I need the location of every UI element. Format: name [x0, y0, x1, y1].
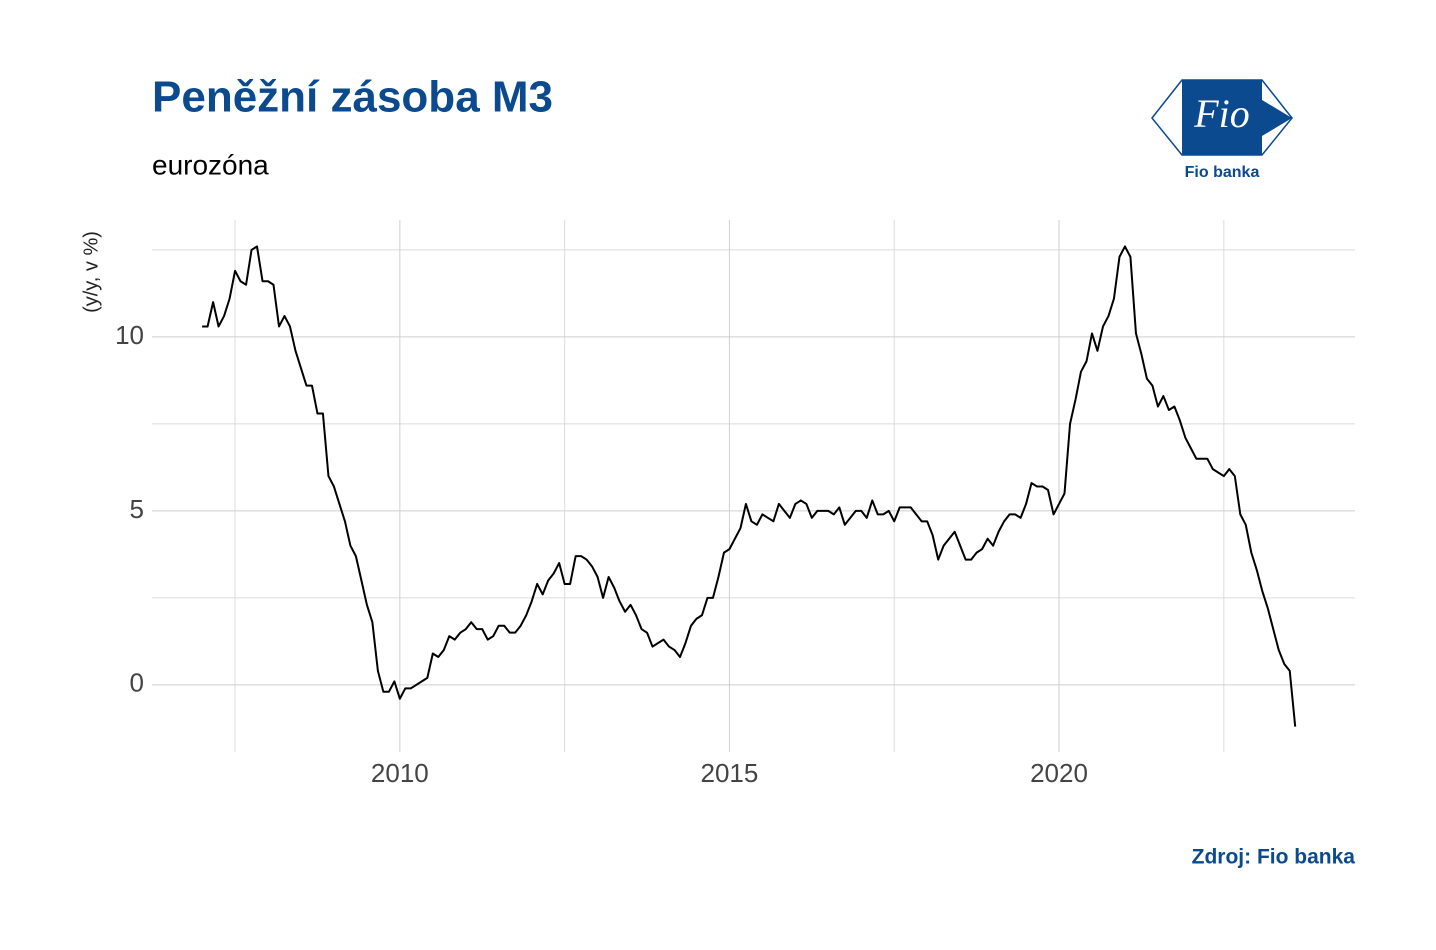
x-tick-label: 2015 [701, 758, 759, 788]
source-note: Zdroj: Fio banka [1192, 846, 1356, 869]
y-axis-label: (y/y, v %) [80, 231, 102, 313]
logo: Fio Fio banka [1151, 79, 1293, 181]
y-tick-label: 5 [130, 494, 144, 524]
y-tick-label: 10 [115, 320, 144, 350]
x-tick-label: 2020 [1030, 758, 1088, 788]
y-tick-label: 0 [130, 668, 144, 698]
data-line [202, 245, 1297, 727]
logo-name: Fio banka [1185, 164, 1260, 181]
x-tick-label: 2010 [371, 758, 429, 788]
chart-title: Peněžní zásoba M3 [152, 73, 553, 122]
logo-body [1182, 80, 1262, 155]
chart-subtitle: eurozóna [152, 149, 269, 180]
logo-mark: Fio [1193, 91, 1250, 136]
